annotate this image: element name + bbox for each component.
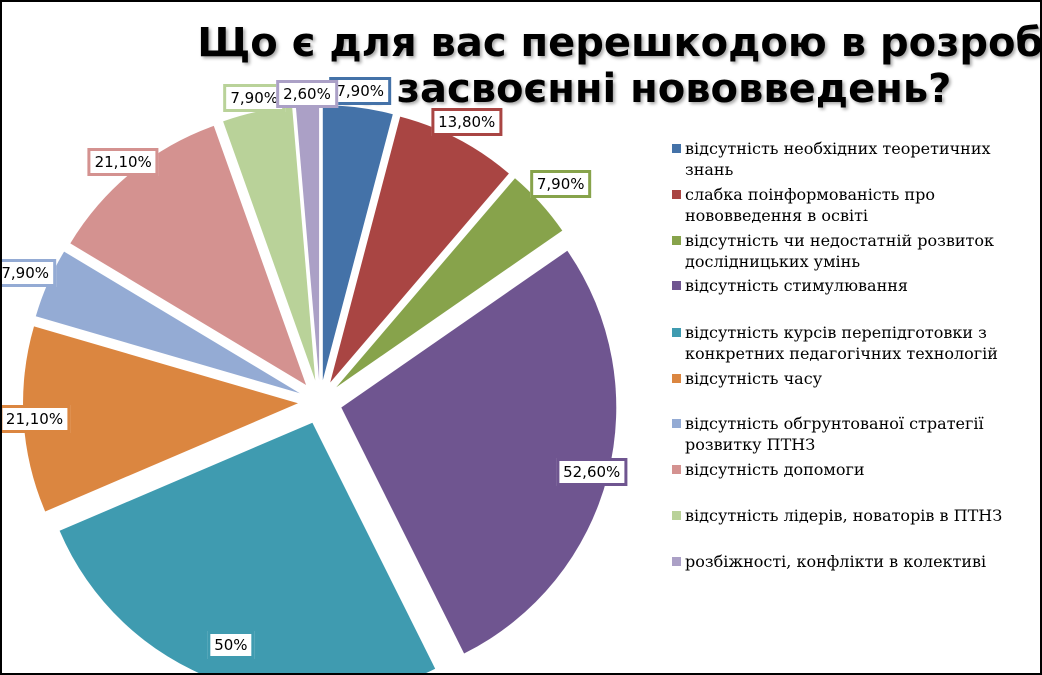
- legend-entry-9: відсутність лідерів, новаторів в ПТНЗ: [672, 505, 1012, 526]
- legend-label-4: відсутність стимулювання: [685, 276, 908, 295]
- pie-slice-2: [330, 116, 509, 383]
- chart-title: Що є для вас перешкодою в розробці та за…: [197, 20, 1042, 112]
- legend-label-9: відсутність лідерів, новаторів в ПТНЗ: [685, 506, 1003, 525]
- legend-entry-4: відсутність стимулювання: [672, 275, 1012, 296]
- pie-slice-9: [223, 106, 316, 381]
- legend-entry-6: відсутність часу: [672, 368, 1012, 389]
- pie-slice-10: [295, 105, 320, 380]
- legend-entry-10: розбіжності, конфлікти в колективі: [672, 551, 1012, 572]
- legend-swatch-3: [672, 236, 681, 245]
- legend-label-3: відсутність чи недостатній розвиток досл…: [685, 231, 995, 271]
- legend-swatch-8: [672, 465, 681, 474]
- legend-entry-1: відсутність необхідних теоретичних знань: [672, 138, 1012, 180]
- legend-swatch-7: [672, 419, 681, 428]
- legend-swatch-9: [672, 511, 681, 520]
- legend-label-8: відсутність допомоги: [685, 460, 865, 479]
- legend-swatch-6: [672, 374, 681, 383]
- pie-slice-3: [336, 178, 563, 388]
- legend-label-7: відсутність обгрунтованої стратегії розв…: [685, 414, 984, 454]
- pie-slice-5: [59, 422, 436, 673]
- data-label-7: 7,90%: [2, 259, 57, 288]
- legend-label-5: відсутність курсів перепідготовки з конк…: [685, 323, 998, 363]
- legend-swatch-4: [672, 281, 681, 290]
- data-label-6: 21,10%: [2, 405, 71, 434]
- data-label-10: 2,60%: [276, 80, 338, 109]
- legend-label-2: слабка поінформованість про нововведення…: [685, 185, 935, 225]
- data-label-3: 7,90%: [529, 170, 592, 199]
- legend-swatch-5: [672, 328, 681, 337]
- legend-swatch-2: [672, 190, 681, 199]
- legend-label-10: розбіжності, конфлікти в колективі: [685, 552, 987, 571]
- pie-slice-6: [23, 326, 299, 512]
- legend-entry-7: відсутність обгрунтованої стратегії розв…: [672, 413, 1012, 455]
- legend-label-6: відсутність часу: [685, 369, 823, 388]
- legend-entry-8: відсутність допомоги: [672, 459, 1012, 480]
- pie-slice-4: [341, 250, 617, 654]
- data-label-1: 7,90%: [329, 77, 392, 106]
- data-label-8: 21,10%: [87, 147, 159, 176]
- pie-slice-1: [322, 105, 393, 381]
- data-label-2: 13,80%: [431, 107, 503, 136]
- pie-slice-8: [70, 125, 307, 386]
- legend-entry-3: відсутність чи недостатній розвиток досл…: [672, 230, 1012, 272]
- legend-swatch-1: [672, 144, 681, 153]
- pie-slice-7: [35, 251, 300, 394]
- legend-entry-2: слабка поінформованість про нововведення…: [672, 184, 1012, 226]
- data-label-5: 50%: [207, 630, 255, 659]
- legend-swatch-10: [672, 557, 681, 566]
- legend-label-1: відсутність необхідних теоретичних знань: [685, 139, 991, 179]
- legend-entry-5: відсутність курсів перепідготовки з конк…: [672, 322, 1012, 364]
- data-label-4: 52,60%: [556, 457, 628, 486]
